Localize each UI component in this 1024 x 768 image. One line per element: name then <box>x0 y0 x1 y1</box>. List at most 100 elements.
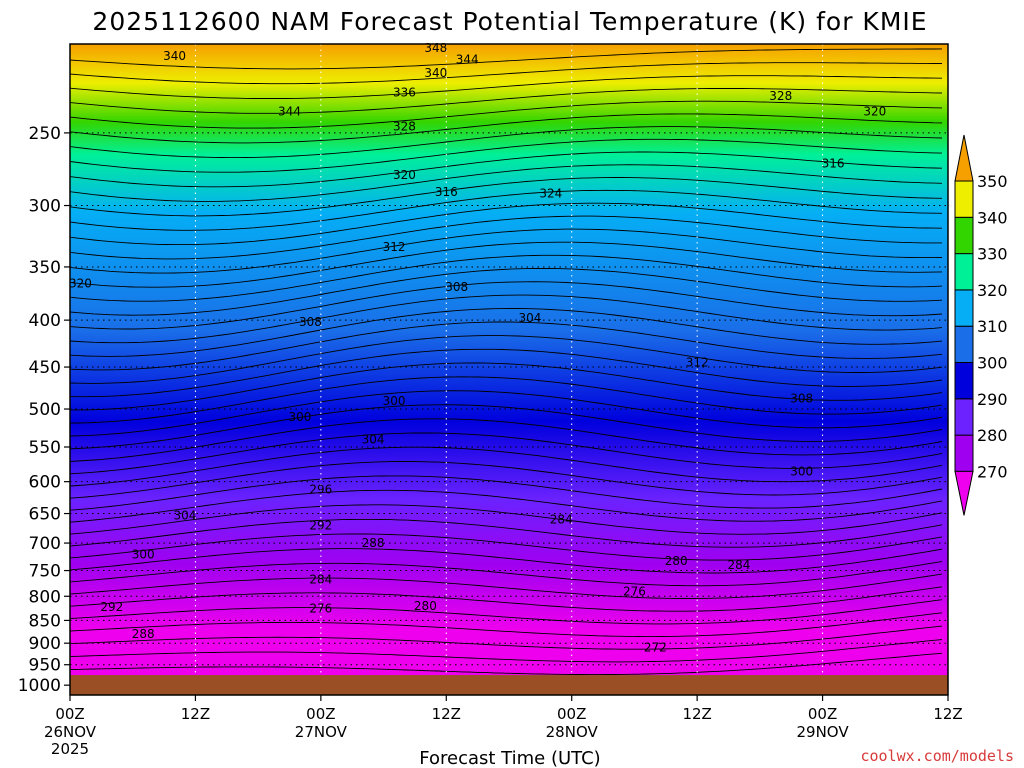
contour-label: 280 <box>414 599 437 613</box>
isentrope-line <box>70 62 942 85</box>
contour-label: 312 <box>686 356 709 370</box>
colorbar-swatch <box>954 325 974 364</box>
contour-label: 300 <box>383 394 406 408</box>
y-tick-label: 700 <box>29 534 61 554</box>
colorbar-label: 280 <box>977 426 1008 445</box>
contour-label: 288 <box>132 627 155 641</box>
y-tick-label: 1000 <box>18 676 61 696</box>
y-tick-label: 250 <box>29 124 61 144</box>
x-tick-date: 27NOV <box>295 723 348 741</box>
x-tick-label: 00Z <box>557 705 586 723</box>
isentrope-line <box>70 281 943 330</box>
contour-label: 304 <box>518 311 541 325</box>
contour-label: 312 <box>383 240 406 254</box>
contour-label: 292 <box>100 600 123 614</box>
plot-frame <box>69 43 949 696</box>
isentrope-line <box>70 348 943 398</box>
y-tick-label: 750 <box>29 562 61 582</box>
isentrope-line <box>70 48 943 70</box>
y-tick-label: 650 <box>29 505 61 525</box>
y-tick-label: 300 <box>29 197 61 217</box>
y-tick-label: 800 <box>29 587 61 607</box>
x-tick-label: 12Z <box>181 705 210 723</box>
contour-label: 300 <box>132 547 155 561</box>
y-tick-label: 850 <box>29 611 61 631</box>
contour-label: 316 <box>822 157 845 171</box>
contour-label: 328 <box>393 119 416 133</box>
isentrope-line <box>70 362 943 411</box>
plot-area <box>70 44 948 695</box>
contour-label: 328 <box>769 89 792 103</box>
contour-label: 292 <box>309 519 332 533</box>
colorbar-cap-bottom <box>954 470 974 516</box>
isentrope-line <box>70 432 943 475</box>
isentrope-line <box>70 548 943 574</box>
contour-label: 308 <box>299 315 322 329</box>
isentrope-line <box>70 625 943 650</box>
x-tick-label: 12Z <box>682 705 711 723</box>
colorbar-label: 270 <box>977 462 1008 481</box>
contour-label: 320 <box>69 277 92 291</box>
isentrope-line <box>70 202 943 246</box>
contour-label: 284 <box>309 572 332 586</box>
contour-label: 308 <box>790 392 813 406</box>
ground-surface <box>70 675 948 695</box>
theta-field <box>70 44 948 695</box>
isentrope-line <box>70 241 943 288</box>
chart-title: 2025112600 NAM Forecast Potential Temper… <box>92 7 927 36</box>
isentrope-line <box>70 164 943 202</box>
isentrope-line <box>70 138 943 173</box>
contour-label: 344 <box>278 105 301 119</box>
contour-label: 300 <box>790 465 813 479</box>
x-tick-date: 29NOV <box>797 723 850 741</box>
contour-labels: 340 348 344 340 336 328 320 316 324 344 312 308 304 3… <box>69 41 886 655</box>
contour-label: 276 <box>623 584 646 598</box>
contour-label: 304 <box>362 433 385 447</box>
colorbar-swatch <box>954 434 974 472</box>
isentrope-line <box>70 75 943 99</box>
isentrope-lines <box>70 48 943 676</box>
x-tick-date: 26NOV <box>44 723 97 741</box>
colorbar-label: 310 <box>977 317 1008 336</box>
colorbar-swatch <box>954 398 974 436</box>
x-tick-date: 28NOV <box>546 723 599 741</box>
contour-label: 284 <box>727 558 750 572</box>
contour-label: 280 <box>665 554 688 568</box>
contour-label: 276 <box>309 602 332 616</box>
x-tick-label: 00Z <box>808 705 837 723</box>
isentrope-line <box>70 376 943 424</box>
isentrope-line <box>70 652 943 676</box>
x-tick-label: 12Z <box>933 705 962 723</box>
y-tick-label: 600 <box>29 473 61 493</box>
colorbar-label: 300 <box>977 354 1008 373</box>
isentrope-line <box>70 518 943 548</box>
contour-label: 316 <box>435 185 458 199</box>
isentrope-line <box>70 612 943 638</box>
isentrope-line <box>70 335 943 384</box>
credit-link[interactable]: coolwx.com/models <box>860 747 1014 765</box>
contour-label: 336 <box>393 86 416 100</box>
isentrope-line <box>70 228 943 274</box>
contour-label: 284 <box>550 513 573 527</box>
isentrope-line <box>70 113 943 144</box>
isentrope-line <box>70 390 943 437</box>
contour-label: 344 <box>456 53 479 67</box>
colorbar-label: 330 <box>977 245 1008 264</box>
colorbar-swatch <box>954 289 974 327</box>
isentrope-line <box>70 404 943 450</box>
contour-label: 272 <box>644 641 667 655</box>
y-tick-label: 350 <box>29 258 61 278</box>
contour-label: 304 <box>174 508 197 522</box>
isentrope-line <box>70 254 943 302</box>
isentrope-line <box>70 561 943 587</box>
contour-label: 348 <box>424 41 447 55</box>
colorbar-swatch <box>954 216 974 255</box>
isentrope-line <box>70 475 943 511</box>
colorbar-label: 340 <box>977 208 1008 227</box>
isentrope-line <box>70 294 943 344</box>
colorbar-label: 320 <box>977 281 1008 300</box>
isentrope-line <box>70 461 943 499</box>
contour-label: 324 <box>539 186 562 200</box>
